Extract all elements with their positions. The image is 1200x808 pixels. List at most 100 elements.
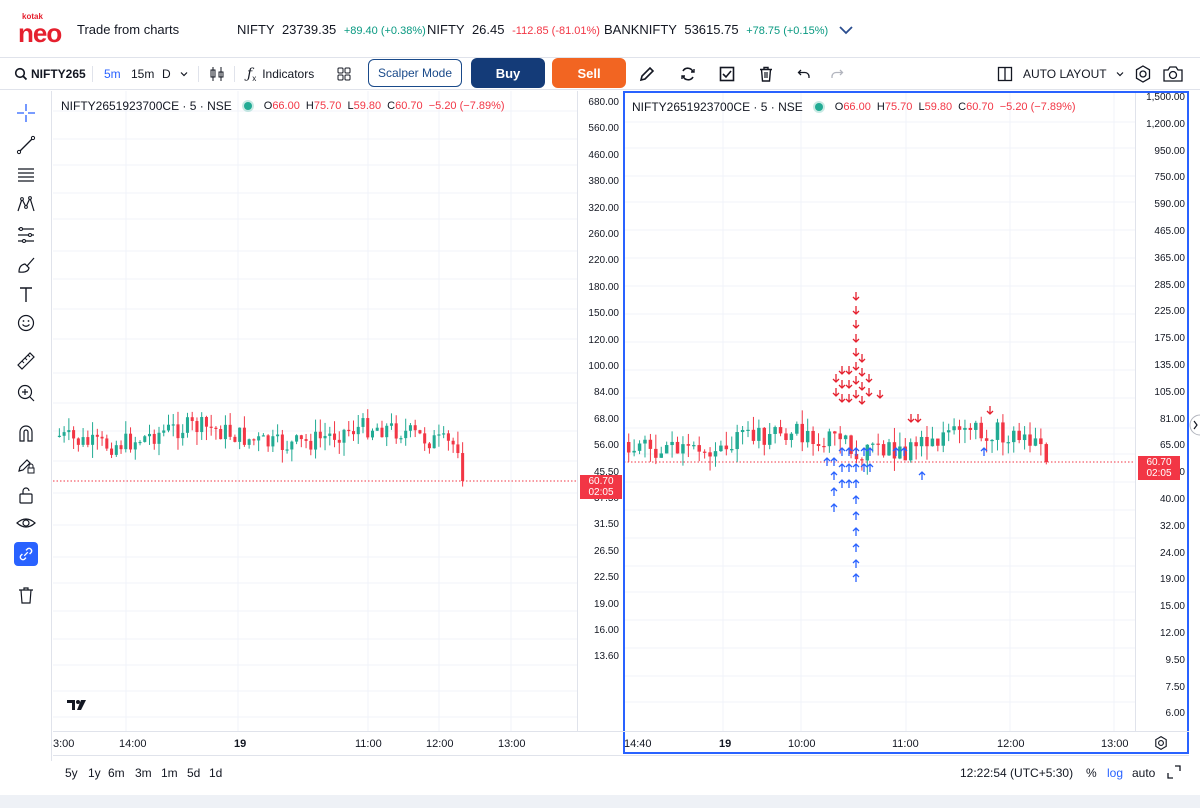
lock-tool[interactable]: [14, 483, 38, 507]
candle-body: [370, 430, 375, 438]
refresh-button[interactable]: [680, 58, 696, 90]
undo-button[interactable]: [797, 58, 811, 90]
tradingview-logo[interactable]: [65, 695, 89, 715]
time-axis[interactable]: 3:00 14:00 19 11:00 12:00 13:00 14:40 19…: [53, 731, 1189, 754]
candle-body: [979, 422, 983, 439]
sell-signal-arrow: [907, 414, 915, 423]
indicators-button[interactable]: ƒ x Indicators: [247, 66, 315, 83]
chart-canvas-right[interactable]: [624, 92, 1135, 731]
collapse-panel-button[interactable]: [1188, 414, 1200, 436]
price-tick: 180.00: [588, 281, 619, 293]
candle-body: [375, 427, 379, 431]
symbol-search[interactable]: NIFTY265: [14, 58, 86, 90]
chevron-right-icon: [1189, 414, 1200, 436]
brush-tool[interactable]: [14, 253, 38, 277]
range-1m[interactable]: 1m: [161, 766, 178, 780]
layout-button[interactable]: AUTO LAYOUT: [997, 58, 1125, 90]
candle-body: [138, 441, 142, 444]
sell-signal-arrow: [914, 414, 922, 423]
ticker-banknifty[interactable]: BANKNIFTY 53615.75 +78.75 (+0.15%): [604, 22, 828, 37]
buy-signal-arrow: [830, 471, 838, 480]
pattern-icon: [17, 196, 35, 212]
range-5d[interactable]: 5d: [187, 766, 201, 780]
range-6m[interactable]: 6m: [108, 766, 125, 780]
chart-canvas-left[interactable]: [53, 91, 577, 731]
checkbox-button[interactable]: [719, 58, 735, 90]
interval-d[interactable]: D: [162, 67, 171, 81]
time-tick: 19: [234, 738, 247, 750]
log-toggle[interactable]: log: [1107, 766, 1124, 780]
ticker-name: NIFTY: [237, 22, 275, 37]
price-axis-right[interactable]: 1,500.00 1,200.00 950.00 750.00 590.00 465.00…: [1135, 92, 1189, 731]
ticker-change: +89.40 (+0.38%): [343, 25, 426, 37]
percent-toggle[interactable]: %: [1086, 766, 1097, 780]
interval-15m[interactable]: 15m: [131, 67, 155, 81]
chart-pane-left[interactable]: NIFTY2651923700CE · 5 · NSE O66.00 H75.7…: [53, 91, 577, 731]
range-5y[interactable]: 5y: [65, 766, 78, 780]
candle-body: [181, 432, 185, 439]
prediction-tool[interactable]: [14, 223, 38, 247]
candle-body: [418, 430, 422, 434]
redo-button[interactable]: [830, 58, 844, 90]
candle-body: [860, 459, 864, 461]
delete-button[interactable]: [758, 58, 774, 90]
range-1y[interactable]: 1y: [88, 766, 101, 780]
buy-signal-arrow: [852, 479, 860, 488]
legend-symbol[interactable]: NIFTY2651923700CE · 5 · NSE: [632, 100, 803, 114]
chevron-down-icon: [180, 72, 188, 77]
buy-signal-arrow: [866, 447, 874, 456]
auto-toggle[interactable]: auto: [1132, 766, 1156, 780]
buy-signal-arrow: [838, 447, 846, 456]
visibility-tool[interactable]: [14, 511, 38, 535]
zoom-in-tool[interactable]: [14, 381, 38, 405]
fib-tool[interactable]: [14, 163, 38, 187]
candle-body: [252, 439, 256, 441]
range-3m[interactable]: 3m: [135, 766, 152, 780]
ruler-tool[interactable]: [14, 349, 38, 373]
fullscreen-button[interactable]: [1167, 765, 1181, 784]
legend-symbol[interactable]: NIFTY2651923700CE · 5 · NSE: [61, 99, 232, 113]
candle-body: [773, 427, 777, 434]
refresh-icon: [681, 67, 695, 81]
pattern-tool[interactable]: [14, 193, 38, 217]
chart-type-button[interactable]: [209, 58, 225, 90]
scalper-mode-button[interactable]: Scalper Mode: [368, 59, 462, 87]
trash-icon: [760, 66, 772, 82]
app-title: Trade from charts: [77, 22, 180, 37]
lock-icon: [19, 487, 33, 504]
candle-body: [394, 423, 398, 439]
candle-body: [290, 441, 294, 450]
interval-dropdown[interactable]: [179, 58, 189, 90]
range-1d[interactable]: 1d: [209, 766, 223, 780]
axis-settings-button[interactable]: [1153, 735, 1169, 756]
ticker-nifty[interactable]: NIFTY 23739.35 +89.40 (+0.38%): [237, 22, 426, 37]
text-tool[interactable]: [14, 283, 38, 307]
magnet-tool[interactable]: [14, 421, 38, 445]
chart-pane-right[interactable]: NIFTY2651923700CE · 5 · NSE O66.00 H75.7…: [624, 92, 1135, 731]
buy-signal-arrow: [845, 479, 853, 488]
link-tool[interactable]: [14, 542, 38, 566]
remove-drawings-tool[interactable]: [14, 583, 38, 607]
time-tick: 10:00: [788, 738, 816, 750]
emoji-tool[interactable]: [14, 311, 38, 335]
chevron-down-icon: [1116, 72, 1124, 77]
crosshair-tool[interactable]: [14, 101, 38, 125]
sell-button[interactable]: Sell: [552, 58, 626, 88]
pencil-tool-button[interactable]: [638, 58, 656, 90]
screenshot-button[interactable]: [1162, 58, 1184, 90]
trendline-tool[interactable]: [14, 133, 38, 157]
settings-button[interactable]: [1133, 58, 1153, 90]
buy-button[interactable]: Buy: [471, 58, 545, 88]
undo-icon: [797, 69, 810, 78]
sell-signal-arrow: [852, 334, 860, 343]
ticker-nifty-option[interactable]: NIFTY 26.45 -112.85 (-81.01%): [427, 22, 600, 37]
interval-5m[interactable]: 5m: [104, 67, 121, 81]
candle-body: [925, 436, 929, 447]
templates-button[interactable]: [337, 58, 351, 90]
price-axis-left[interactable]: 680.00 560.00 460.00 380.00 320.00 260.00 220.…: [577, 91, 623, 731]
lock-drawing-tool[interactable]: [14, 453, 38, 477]
time-tick: 19: [719, 738, 732, 750]
clock-timezone[interactable]: 12:22:54 (UTC+5:30): [960, 766, 1074, 780]
chevron-down-icon[interactable]: [836, 20, 856, 40]
sell-signal-arrow: [858, 354, 866, 363]
